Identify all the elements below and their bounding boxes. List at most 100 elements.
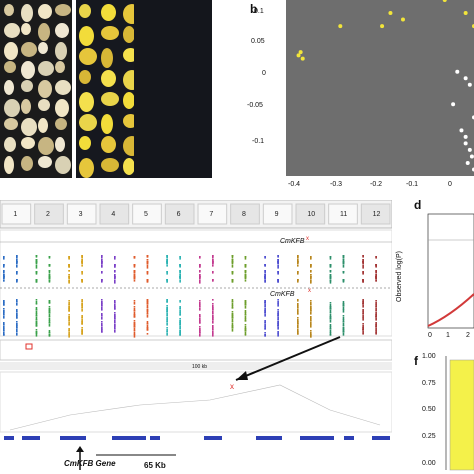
manhattan-point [310, 256, 312, 260]
manhattan-point [68, 318, 70, 322]
manhattan-point [48, 330, 51, 334]
fruit-photo [101, 48, 113, 68]
manhattan-point [146, 265, 149, 269]
manhattan-point [114, 320, 116, 323]
manhattan-point [362, 299, 364, 302]
manhattan-point [310, 332, 312, 335]
manhattan-point [3, 316, 5, 319]
manhattan-point [68, 316, 70, 319]
manhattan-point [35, 259, 38, 262]
manhattan-point [35, 307, 38, 311]
manhattan-point [212, 255, 214, 259]
manhattan-point [342, 317, 345, 320]
manhattan-point [277, 279, 279, 283]
chromosome-label: 10 [307, 211, 316, 218]
manhattan-point [231, 303, 234, 306]
manhattan-point [114, 326, 116, 330]
manhattan-point [166, 329, 168, 333]
manhattan-point [166, 271, 168, 273]
manhattan-point [244, 276, 247, 280]
fruit-photo [4, 4, 14, 16]
manhattan-point [114, 256, 116, 258]
gene-model [150, 436, 160, 440]
manhattan-point [166, 259, 168, 262]
manhattan-point [310, 322, 312, 325]
manhattan-point [375, 322, 377, 325]
manhattan-point [277, 259, 279, 261]
f-y-tick: 1.00 [422, 353, 436, 360]
manhattan-point [16, 315, 18, 319]
scatter-point [463, 141, 468, 146]
manhattan-point [329, 276, 332, 280]
manhattan-point [264, 276, 266, 278]
qq-x-tick: 1 [446, 332, 450, 339]
manhattan-point [81, 279, 83, 282]
manhattan-point [81, 315, 83, 319]
manhattan-point [179, 300, 181, 303]
fruit-photo [21, 99, 31, 114]
manhattan-point [48, 264, 51, 267]
manhattan-point [68, 302, 70, 306]
manhattan-point [342, 307, 345, 310]
manhattan-point [329, 274, 332, 277]
fruit-photo [4, 61, 16, 73]
manhattan-point [48, 280, 51, 283]
manhattan-point [81, 309, 83, 312]
manhattan-point [329, 270, 332, 273]
manhattan-point [35, 311, 38, 314]
manhattan-point [231, 321, 234, 323]
manhattan-point [3, 312, 5, 316]
manhattan-point [179, 326, 181, 329]
manhattan-point [199, 280, 201, 284]
manhattan-point [68, 280, 70, 284]
manhattan-point [16, 321, 18, 323]
manhattan-point [342, 265, 345, 268]
manhattan-point [81, 305, 83, 309]
manhattan-point [114, 276, 116, 279]
manhattan-point [16, 259, 18, 263]
manhattan-point [264, 276, 266, 280]
fruit-photo [38, 42, 48, 54]
manhattan-point [133, 322, 136, 325]
manhattan-point [146, 307, 149, 309]
manhattan-point [101, 279, 103, 282]
fruit-photo [79, 26, 94, 46]
manhattan-point [329, 332, 332, 336]
manhattan-point [375, 312, 377, 315]
manhattan-point [297, 299, 299, 302]
manhattan-point [35, 303, 38, 305]
manhattan-point [101, 259, 103, 261]
manhattan-point [166, 333, 168, 336]
manhattan-point [362, 301, 364, 305]
manhattan-point [362, 313, 364, 315]
manhattan-point [375, 300, 377, 302]
manhattan-point [297, 265, 299, 267]
fruit-photo [21, 23, 31, 35]
manhattan-point [101, 271, 103, 274]
manhattan-point [48, 256, 51, 259]
manhattan-point [362, 309, 364, 312]
scatter-point [338, 24, 343, 29]
manhattan-point [329, 280, 332, 284]
qq-plot [427, 213, 474, 329]
manhattan-point [231, 255, 234, 259]
fruit-photo [55, 80, 71, 95]
manhattan-point [244, 312, 247, 316]
manhattan-point [264, 326, 266, 330]
manhattan-point [199, 276, 201, 278]
manhattan-point [310, 312, 312, 315]
manhattan-point [16, 331, 18, 333]
chromosome-label: 7 [209, 211, 214, 218]
scatter-point [388, 11, 393, 16]
manhattan-point [35, 271, 38, 275]
manhattan-point [68, 300, 70, 302]
fruit-photo [21, 118, 37, 136]
manhattan-point [81, 321, 83, 325]
fruit-photo [101, 114, 113, 134]
manhattan-point [310, 300, 312, 302]
manhattan-point [329, 264, 332, 266]
chromosome-label: 9 [274, 211, 279, 218]
manhattan-point [277, 325, 279, 327]
manhattan-point [101, 261, 103, 263]
scatter-point [400, 17, 405, 22]
